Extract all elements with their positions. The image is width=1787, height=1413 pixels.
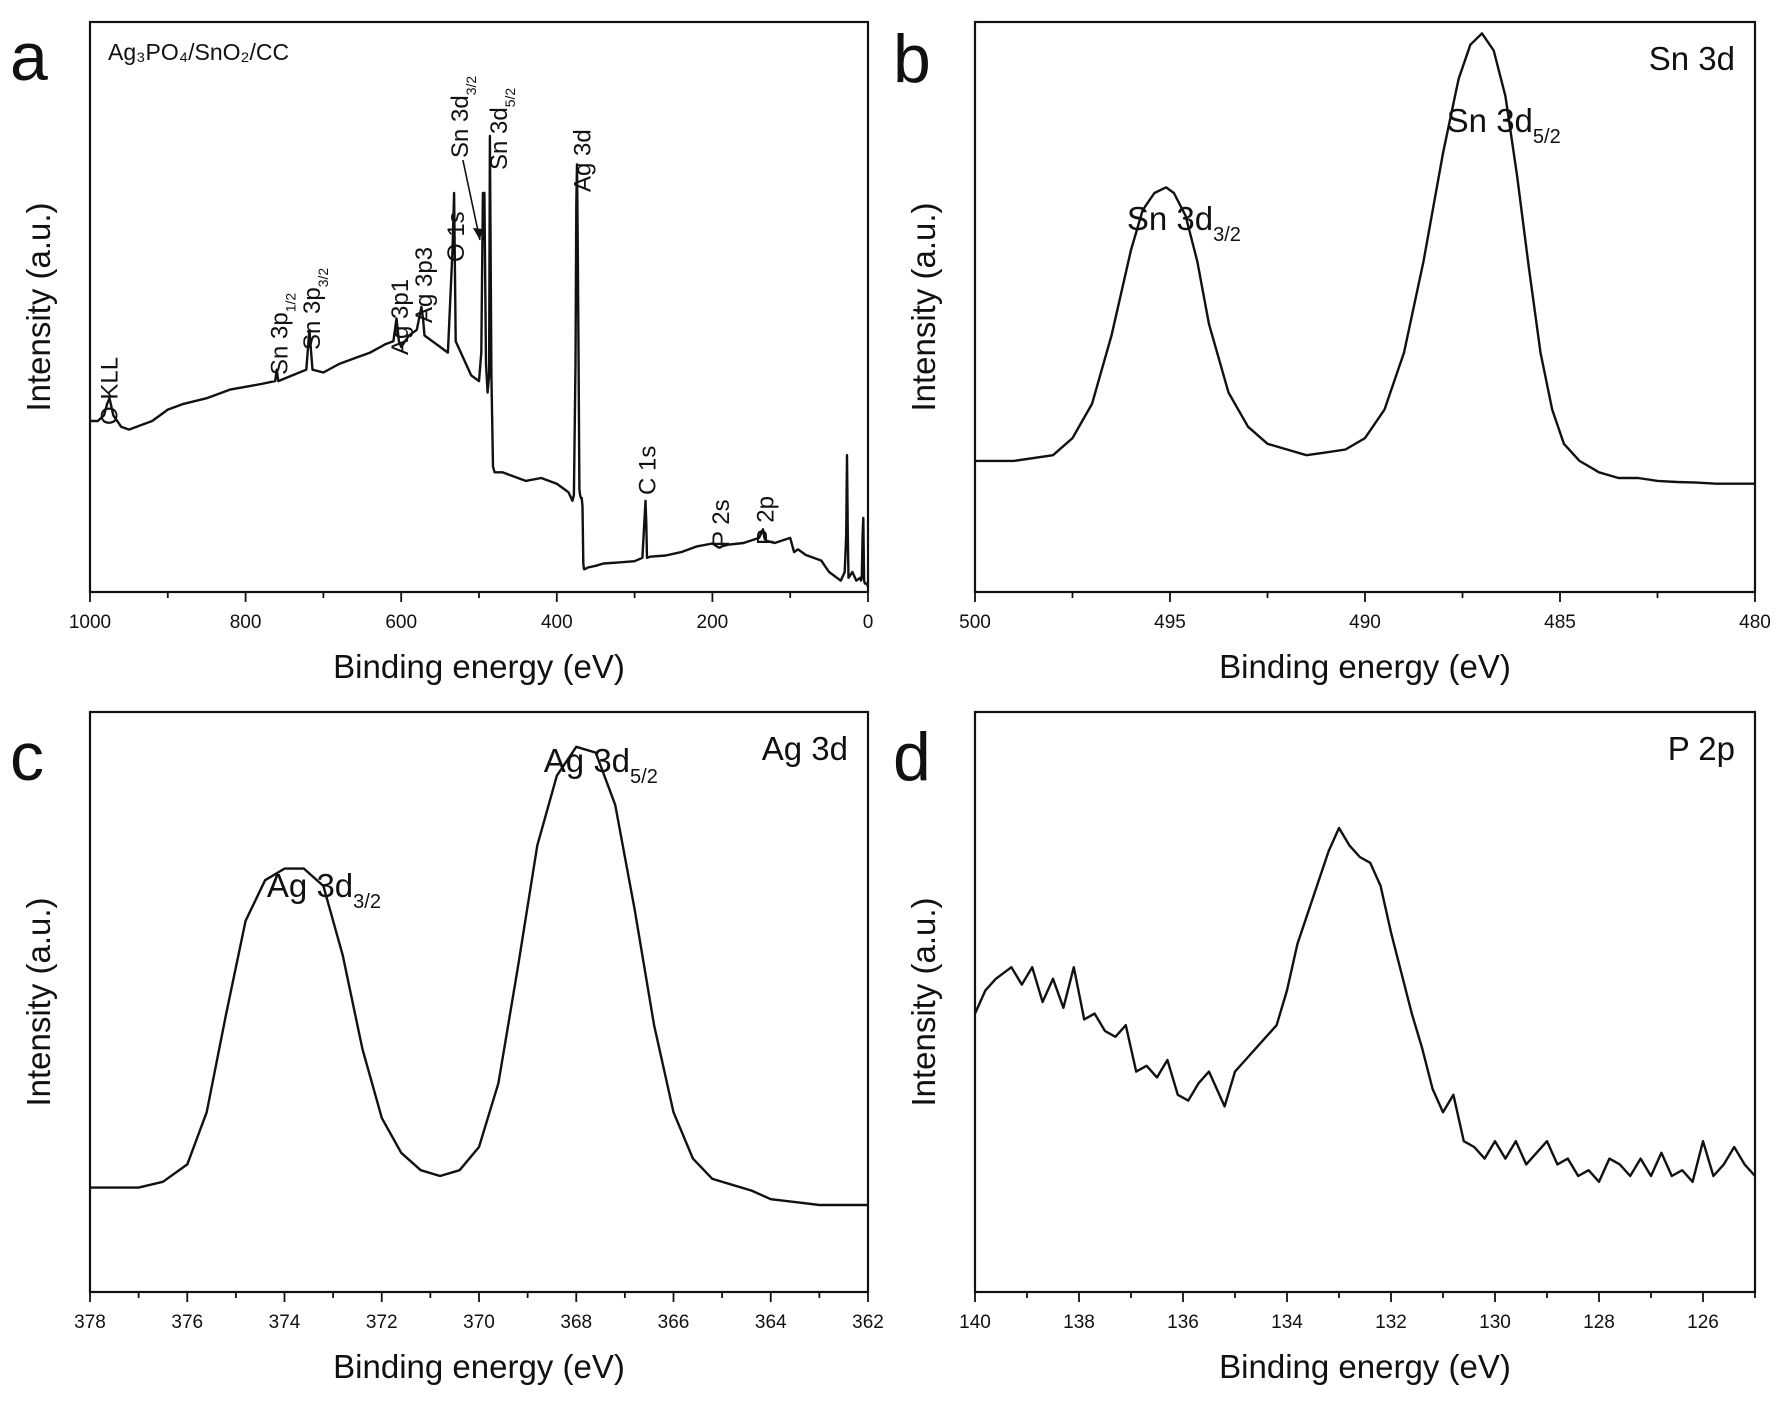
- peak-label: Sn 3d3/2: [447, 76, 479, 158]
- x-tick-label: 600: [385, 612, 417, 633]
- peak-label: P 2s: [708, 499, 735, 547]
- x-tick-label: 132: [1375, 1312, 1407, 1333]
- peak-label: Sn 3d5/2: [1447, 102, 1561, 148]
- x-tick-label: 400: [541, 612, 573, 633]
- x-tick-label: 362: [852, 1312, 884, 1333]
- spectrum-line: [975, 32, 1755, 485]
- peak-label: Sn 3p1/2: [266, 293, 298, 375]
- x-tick-label: 372: [366, 1312, 398, 1333]
- peak-label: O KLL: [97, 357, 124, 425]
- y-axis-label: Intensity (a.u.): [20, 202, 57, 411]
- panel-letter-a: a: [10, 19, 48, 95]
- x-tick-label: 495: [1154, 612, 1186, 633]
- peak-label: Ag 3p1: [387, 279, 414, 355]
- panel-c-ag3d-spectrum: 378 376 374 372 370 368 366 364 362 Binding energ…: [20, 710, 884, 1385]
- peak-label: Sn 3d5/2: [486, 88, 518, 170]
- x-tick-label: 128: [1583, 1312, 1615, 1333]
- x-tick-label: 485: [1544, 612, 1576, 633]
- x-tick-label: 136: [1167, 1312, 1199, 1333]
- x-tick-label: 378: [74, 1312, 106, 1333]
- x-tick-label: 0: [863, 612, 874, 633]
- panel-d-p2p-spectrum: 140 138 136 134 132 130 128 126 Binding energy (…: [905, 710, 1757, 1385]
- x-tick-label: 368: [560, 1312, 592, 1333]
- x-axis-label: Binding energy (eV): [333, 1348, 625, 1385]
- x-axis-label: Binding energy (eV): [1219, 648, 1511, 685]
- x-tick-label: 138: [1063, 1312, 1095, 1333]
- spectrum-line: [90, 134, 870, 587]
- panel-a-survey-spectrum: 1000 800 600 400 200 0 Binding energy (eV) Inte…: [20, 20, 874, 685]
- sample-label: Ag₃PO₄/SnO₂/CC: [108, 39, 289, 65]
- x-tick-label: 130: [1479, 1312, 1511, 1333]
- arrow-head: [472, 228, 483, 240]
- spectrum-line: [973, 826, 1756, 1183]
- x-tick-label: 126: [1687, 1312, 1719, 1333]
- x-tick-label: 366: [658, 1312, 690, 1333]
- x-tick-label: 500: [959, 612, 991, 633]
- x-tick-label: 376: [171, 1312, 203, 1333]
- panel-letter-d: d: [893, 719, 931, 795]
- x-tick-label: 364: [755, 1312, 787, 1333]
- x-tick-label: 800: [230, 612, 262, 633]
- peak-label: Ag 3d5/2: [544, 742, 658, 788]
- x-tick-label: 490: [1349, 612, 1381, 633]
- peak-label: Ag 3p3: [411, 247, 438, 323]
- x-tick-label: 480: [1739, 612, 1771, 633]
- panel-title: P 2p: [1668, 730, 1735, 767]
- peak-label: Ag 3d: [570, 129, 597, 192]
- panel-b-sn3d-spectrum: 500 495 490 485 480 Binding energy (eV) Intens…: [905, 20, 1771, 685]
- x-tick-label: 140: [959, 1312, 991, 1333]
- y-axis-label: Intensity (a.u.): [20, 897, 57, 1106]
- x-tick-label: 374: [269, 1312, 301, 1333]
- panel-title: Sn 3d: [1649, 40, 1735, 77]
- spectrum-line: [90, 745, 868, 1207]
- x-tick-label: 370: [463, 1312, 495, 1333]
- peak-label: O 1s: [443, 211, 470, 262]
- x-axis-label: Binding energy (eV): [1219, 1348, 1511, 1385]
- x-tick-label: 1000: [69, 612, 111, 633]
- x-axis-label: Binding energy (eV): [333, 648, 625, 685]
- panel-letter-b: b: [893, 21, 931, 97]
- panel-letter-c: c: [10, 719, 44, 795]
- peak-label: Sn 3p3/2: [299, 268, 331, 350]
- peak-label: P 2p: [753, 496, 780, 545]
- peak-label: Sn 3d3/2: [1127, 200, 1241, 246]
- peak-label: C 1s: [634, 446, 661, 495]
- x-tick-label: 200: [697, 612, 729, 633]
- plot-frame: [973, 710, 1757, 1294]
- annotation-arrow: [462, 159, 481, 241]
- panel-title: Ag 3d: [762, 730, 848, 767]
- peak-label: Ag 3d3/2: [267, 867, 381, 913]
- y-axis-label: Intensity (a.u.): [905, 897, 942, 1106]
- y-axis-label: Intensity (a.u.): [905, 202, 942, 411]
- x-tick-label: 134: [1271, 1312, 1303, 1333]
